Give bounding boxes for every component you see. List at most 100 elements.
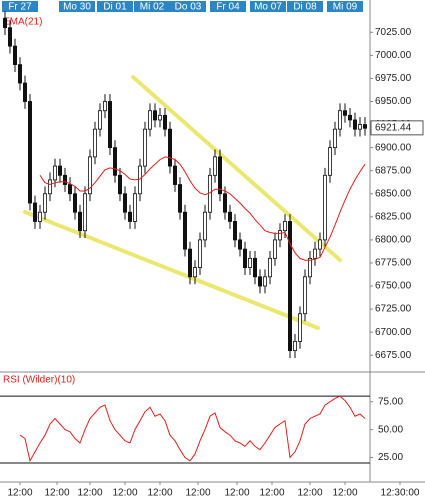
last-price-label: 6921.44 [375,122,412,133]
trend-lines [23,75,342,330]
candle-body [197,239,202,268]
day-label: Do 03 [175,2,202,13]
y-tick-label: 7000.00 [375,50,412,61]
x-tick-label: 12:00 [44,488,69,499]
candle-body [17,64,22,84]
candle-body [157,114,162,121]
candle-body [302,276,307,315]
candle-body [217,156,222,195]
candle-body [33,202,38,222]
candle-body [152,110,157,121]
candle-body [123,193,128,213]
candle-body [108,101,113,149]
candle-body [43,193,48,213]
rsi-legend: RSI (Wilder)(10) [3,375,75,386]
rsi-tick-label: 50.00 [378,424,403,435]
candle-body [212,156,217,176]
y-tick-label: 6875.00 [375,165,412,176]
candle-body [207,174,212,213]
candle-body [192,267,197,278]
x-tick-label: 12:00 [332,488,357,499]
y-tick-label: 6950.00 [375,96,412,107]
candle-body [232,221,237,241]
day-box [59,1,95,12]
candle-body [98,110,103,130]
candle-body [83,193,88,232]
last-price-box [370,120,424,136]
trend-line [131,75,342,262]
candle-body [93,128,98,158]
candle-body [172,165,177,185]
candle-body [282,221,287,232]
day-box [97,1,133,12]
candle-body [103,101,108,112]
candle-body [322,174,327,241]
candle-body [332,128,337,149]
candle-body [58,165,63,176]
x-tick-label: 12:00 [147,488,172,499]
candle-body [7,27,12,47]
x-tick-label: 12:00 [77,488,102,499]
candle-body [88,156,93,195]
x-tick-label: 12:00 [7,488,32,499]
day-box [287,1,323,12]
candle-body [237,239,242,250]
candle-body [257,276,262,287]
candle-body [53,165,58,181]
candle-body [242,248,247,268]
candle-body [357,124,362,130]
y-tick-label: 6775.00 [375,258,412,269]
ema-line [39,156,366,261]
candle-body [118,174,123,195]
candle-body [272,239,277,259]
candle-body [3,18,8,29]
candle-body [287,221,292,352]
rsi-line [19,395,366,463]
y-tick-label: 6850.00 [375,188,412,199]
y-tick-label: 7025.00 [375,27,412,38]
candle-body [48,179,53,195]
candle-body [182,211,187,250]
candle-body [73,193,78,213]
y-tick-label: 6725.00 [375,304,412,315]
candle-body [177,184,182,213]
candle-body [347,114,352,121]
candle-body [222,193,227,213]
day-label: Fr 04 [216,2,240,13]
candle-body [297,313,302,342]
ema-legend: EMA(21) [3,17,42,28]
candle-body [127,211,132,222]
x-tick-label: 12:00 [112,488,137,499]
candle-body [352,119,357,130]
y-tick-label: 6900.00 [375,142,412,153]
candle-body [167,128,172,167]
candle-body [317,239,322,250]
candle-body [137,165,142,195]
candle-body [277,230,282,241]
day-box [327,1,363,12]
y-tick-label: 6825.00 [375,211,412,222]
candle-body [147,110,152,130]
day-label: Di 08 [293,2,317,13]
y-tick-label: 6750.00 [375,281,412,292]
candle-body [327,147,332,176]
x-tick-label: 12:00 [185,488,210,499]
candle-body [68,184,73,195]
x-tick-label: 12:00 [224,488,249,499]
day-label: Mi 09 [333,2,358,13]
day-label: Mi 02 [140,2,165,13]
candle-body [307,257,312,278]
day-box [134,1,170,12]
candle-body [337,110,342,130]
candle-body [132,193,137,222]
x-tick-label: 12:00 [297,488,322,499]
day-label: Mo 07 [254,2,282,13]
candle-body [227,211,232,222]
day-box [2,1,38,12]
candle-body [362,124,367,129]
candle-body [292,340,297,352]
candle-body [78,211,83,232]
rsi-tick-label: 25.00 [378,452,403,463]
